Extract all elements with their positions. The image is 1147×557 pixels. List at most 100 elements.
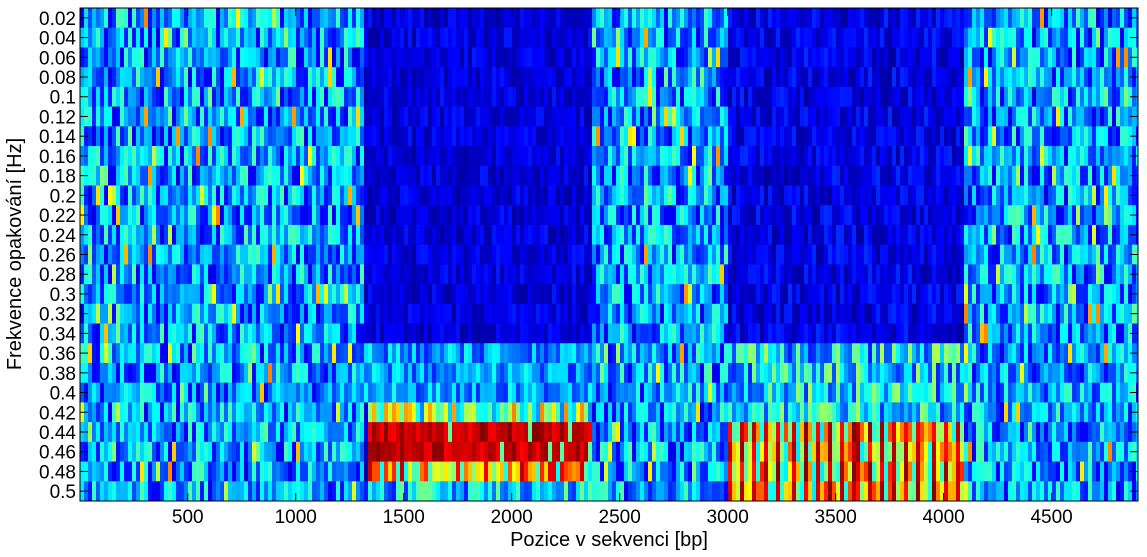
- heatmap-cell: [248, 264, 253, 285]
- heatmap-cell: [428, 185, 433, 206]
- heatmap-cell: [252, 264, 257, 285]
- heatmap-cell: [756, 224, 761, 246]
- heatmap-cell: [484, 106, 489, 127]
- heatmap-cell: [352, 284, 357, 305]
- heatmap-cell: [88, 165, 93, 186]
- heatmap-cell: [352, 441, 357, 463]
- heatmap-cell: [724, 323, 729, 344]
- heatmap-cell: [808, 8, 813, 29]
- heatmap-cell: [784, 106, 789, 127]
- heatmap-cell: [256, 146, 261, 167]
- heatmap-cell: [96, 441, 101, 463]
- heatmap-cell: [868, 185, 873, 206]
- heatmap-cell: [736, 27, 741, 48]
- heatmap-cell: [832, 224, 837, 246]
- heatmap-cell: [100, 264, 105, 285]
- heatmap-cell: [804, 382, 809, 403]
- heatmap-cell: [840, 205, 845, 226]
- heatmap-cell: [144, 402, 149, 423]
- heatmap-cell: [468, 126, 473, 147]
- heatmap-cell: [852, 86, 857, 108]
- heatmap-cell: [396, 224, 401, 246]
- heatmap-cell: [264, 8, 269, 29]
- heatmap-cell: [500, 205, 505, 226]
- heatmap-cell: [556, 106, 561, 127]
- heatmap-cell: [808, 185, 813, 206]
- heatmap-cell: [192, 422, 197, 443]
- heatmap-cell: [444, 303, 449, 325]
- heatmap-cell: [628, 67, 633, 88]
- heatmap-cell: [796, 461, 801, 482]
- heatmap-cell: [196, 481, 201, 501]
- heatmap-cell: [560, 323, 565, 344]
- heatmap-cell: [508, 303, 513, 325]
- heatmap-cell: [208, 27, 213, 48]
- heatmap-cell: [876, 106, 881, 127]
- heatmap-cell: [108, 402, 113, 423]
- heatmap-cell: [556, 224, 561, 246]
- heatmap-cell: [556, 284, 561, 305]
- heatmap-cell: [164, 284, 169, 305]
- heatmap-cell: [220, 362, 225, 384]
- heatmap-cell: [640, 284, 645, 305]
- heatmap-cell: [96, 382, 101, 403]
- heatmap-cell: [180, 224, 185, 246]
- heatmap-cell: [516, 461, 521, 482]
- heatmap-cell: [284, 343, 289, 364]
- heatmap-cell: [696, 146, 701, 167]
- heatmap-cell: [104, 402, 109, 423]
- heatmap-cell: [88, 323, 93, 344]
- heatmap-cell: [236, 224, 241, 246]
- heatmap-cell: [440, 86, 445, 108]
- heatmap-cell: [400, 343, 405, 364]
- heatmap-cell: [372, 47, 377, 68]
- heatmap-cell: [132, 402, 137, 423]
- heatmap-cell: [424, 185, 429, 206]
- heatmap-cell: [264, 343, 269, 364]
- heatmap-cell: [564, 8, 569, 29]
- heatmap-cell: [604, 224, 609, 246]
- heatmap-cell: [332, 67, 337, 88]
- heatmap-cell: [712, 8, 717, 29]
- heatmap-cell: [688, 481, 693, 501]
- heatmap-cell: [116, 27, 121, 48]
- heatmap-cell: [220, 205, 225, 226]
- heatmap-cell: [828, 224, 833, 246]
- heatmap-cell: [488, 27, 493, 48]
- heatmap-cell: [536, 382, 541, 403]
- heatmap-cell: [380, 343, 385, 364]
- heatmap-cell: [748, 224, 753, 246]
- heatmap-cell: [588, 303, 593, 325]
- heatmap-cell: [568, 185, 573, 206]
- heatmap-cell: [688, 146, 693, 167]
- heatmap-cell: [732, 47, 737, 68]
- heatmap-cell: [408, 27, 413, 48]
- heatmap-cell: [664, 343, 669, 364]
- heatmap-cell: [684, 146, 689, 167]
- heatmap-cell: [716, 382, 721, 403]
- heatmap-cell: [760, 86, 765, 108]
- heatmap-cell: [536, 165, 541, 186]
- heatmap-cell: [240, 284, 245, 305]
- heatmap-cell: [196, 284, 201, 305]
- heatmap-cell: [136, 422, 141, 443]
- heatmap-cell: [524, 264, 529, 285]
- heatmap-cell: [420, 461, 425, 482]
- heatmap-cell: [396, 185, 401, 206]
- heatmap-cell: [296, 126, 301, 147]
- heatmap-cell: [572, 47, 577, 68]
- heatmap-cell: [660, 343, 665, 364]
- heatmap-cell: [148, 86, 153, 108]
- heatmap-cell: [532, 126, 537, 147]
- heatmap-cell: [872, 165, 877, 186]
- heatmap-cell: [328, 47, 333, 68]
- heatmap-cell: [176, 343, 181, 364]
- heatmap-cell: [500, 402, 505, 423]
- heatmap-cell: [132, 27, 137, 48]
- heatmap-cell: [428, 461, 433, 482]
- heatmap-cell: [372, 126, 377, 147]
- heatmap-cell: [156, 185, 161, 206]
- heatmap-cell: [300, 481, 305, 501]
- heatmap-cell: [688, 422, 693, 443]
- heatmap-cell: [580, 441, 585, 463]
